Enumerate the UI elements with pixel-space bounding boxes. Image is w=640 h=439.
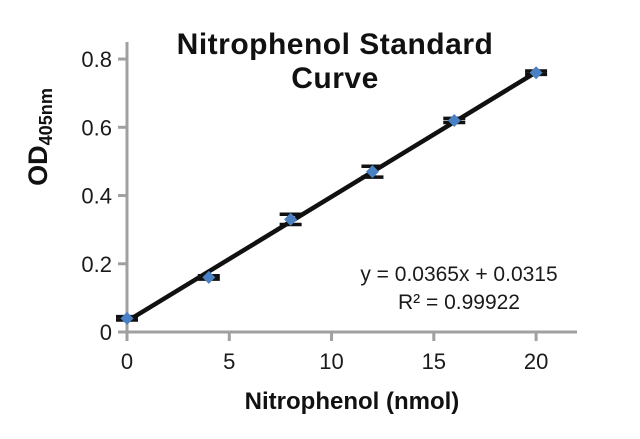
y-tick-label: 0 [100,320,112,345]
x-tick-label: 10 [319,349,343,374]
y-tick-label: 0.2 [81,252,112,277]
trendline-equation: y = 0.0365x + 0.0315 [360,263,558,286]
data-point-diamond [120,311,134,325]
y-tick-label: 0.6 [81,115,112,140]
x-axis-label: Nitrophenol (nmol) [244,388,460,415]
y-axis-label: OD405nm [23,88,57,186]
y-tick-label: 0.4 [81,184,112,209]
x-tick-label: 15 [422,349,446,374]
x-tick-label: 5 [223,349,235,374]
x-tick-label: 0 [121,349,133,374]
data-point-diamond [529,66,543,80]
y-axis-label-subscript: 405nm [35,88,56,146]
x-tick-label: 20 [524,349,548,374]
trendline [124,69,539,324]
data-point-diamond [447,113,461,127]
r-squared-value: R² = 0.99922 [397,291,520,314]
chart-title: Nitrophenol Standard Curve [176,28,494,95]
data-point-diamond [202,270,216,284]
y-axis-label-text: OD [23,145,54,186]
data-point-diamond [365,165,379,179]
data-point-diamond [284,212,298,226]
y-tick-label: 0.8 [81,47,112,72]
trendline-annotation: y = 0.0365x + 0.0315 R² = 0.99922 [329,261,589,317]
